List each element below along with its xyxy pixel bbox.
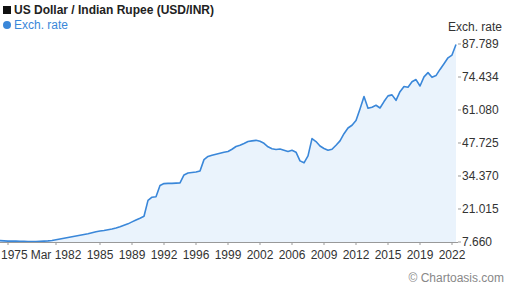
y-tick (458, 142, 461, 143)
y-axis-label: Exch. rate (448, 20, 502, 34)
y-tick-label: 34.370 (462, 169, 499, 183)
x-tick-label: 1975 (1, 248, 28, 262)
y-tick (458, 175, 461, 176)
x-tick-label: 2002 (247, 248, 274, 262)
x-tick (452, 242, 453, 245)
y-tick (458, 208, 461, 209)
line (0, 44, 456, 241)
title-marker (3, 6, 11, 14)
legend-marker (3, 21, 11, 29)
x-tick (324, 242, 325, 245)
x-tick (292, 242, 293, 245)
legend-label: Exch. rate (14, 18, 68, 32)
y-tick-label: 87.789 (462, 37, 499, 51)
y-tick-label: 61.080 (462, 103, 499, 117)
x-tick-label: 1996 (183, 248, 210, 262)
chart: US Dollar / Indian Rupee (USD/INR)Exch. … (0, 0, 507, 288)
x-tick (420, 242, 421, 245)
x-tick-label: 2006 (279, 248, 306, 262)
y-tick (458, 77, 461, 78)
x-tick-label: 2009 (311, 248, 338, 262)
x-tick-label: 2015 (375, 248, 402, 262)
plot-group (0, 44, 456, 242)
x-tick (132, 242, 133, 245)
title: US Dollar / Indian Rupee (USD/INR) (14, 3, 214, 17)
y-tick-label: 47.725 (462, 136, 499, 150)
x-tick (100, 242, 101, 245)
x-tick-label: 1989 (119, 248, 146, 262)
x-tick (56, 242, 57, 245)
x-tick (388, 242, 389, 245)
x-tick (228, 242, 229, 245)
x-tick-label: 2019 (407, 248, 434, 262)
x-tick (260, 242, 261, 245)
x-axis (0, 242, 458, 243)
x-tick-label: 1999 (215, 248, 242, 262)
x-tick-label: 2012 (343, 248, 370, 262)
y-tick (458, 44, 461, 45)
x-tick (356, 242, 357, 245)
x-tick-label: 2022 (439, 248, 466, 262)
y-tick-label: 21.015 (462, 202, 499, 216)
y-tick (458, 109, 461, 110)
y-tick-label: 7.660 (462, 235, 492, 249)
x-tick-label: 1992 (151, 248, 178, 262)
annotation: © Chartoasis.com (408, 271, 504, 285)
y-tick-label: 74.434 (462, 70, 499, 84)
x-tick (196, 242, 197, 245)
x-tick-label: Mar 1982 (31, 248, 82, 262)
x-tick-label: 1985 (87, 248, 114, 262)
y-tick (458, 242, 461, 243)
area (0, 44, 456, 242)
x-tick (8, 242, 9, 245)
x-tick (164, 242, 165, 245)
